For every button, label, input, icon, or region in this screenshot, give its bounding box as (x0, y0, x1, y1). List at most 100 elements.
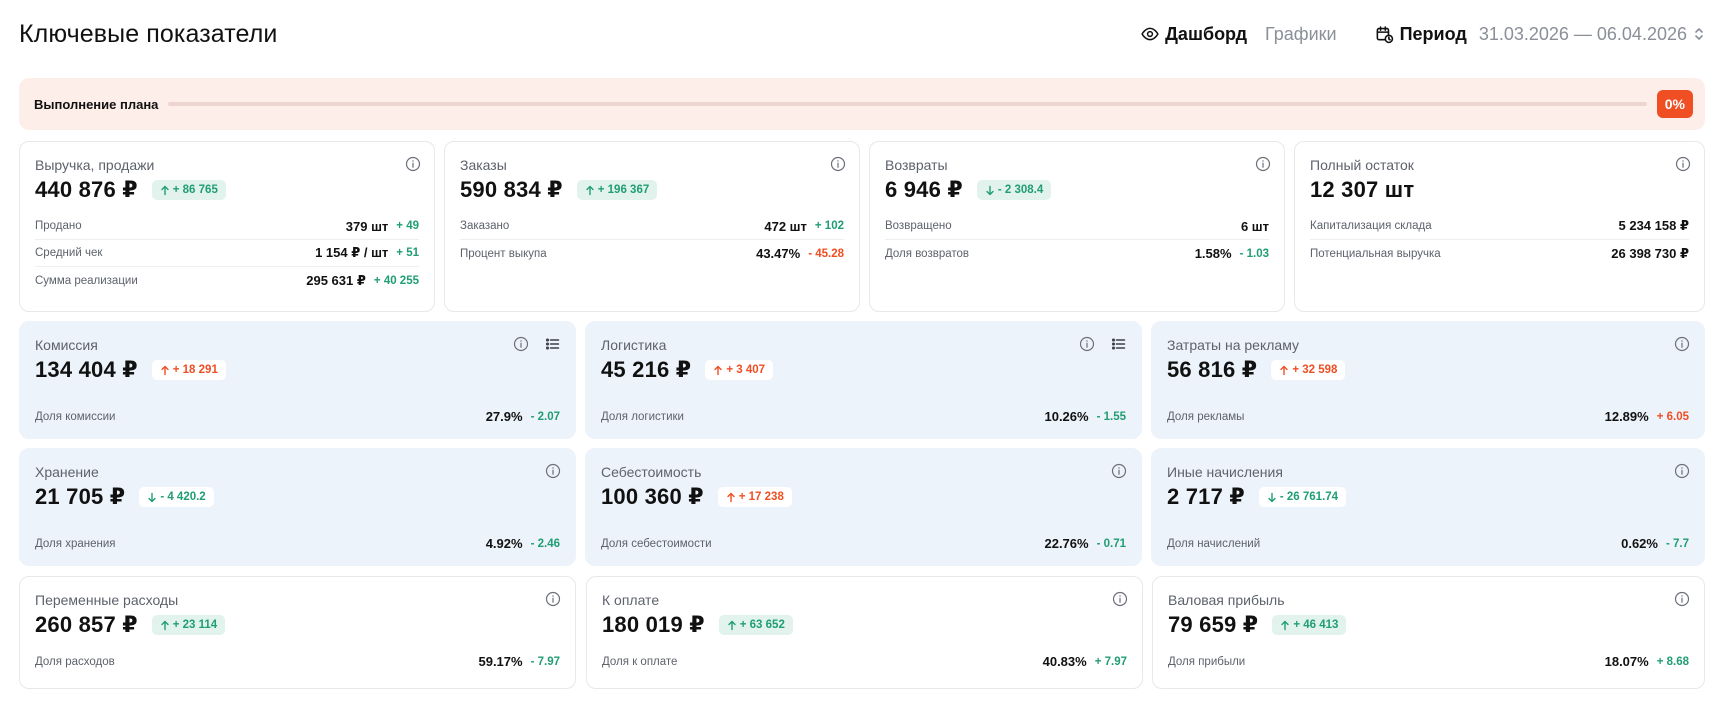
info-icon[interactable] (830, 156, 846, 172)
list-icon[interactable] (1111, 336, 1127, 352)
row-delta: - 45.28 (808, 247, 844, 260)
metric-row: Заказано 472 шт + 102 (460, 213, 844, 240)
info-icon[interactable] (1111, 463, 1127, 479)
card-title: Заказы (460, 157, 507, 173)
card-rows: Доля прибыли 18.07% + 8.68 (1168, 648, 1689, 675)
arrow-up-icon (726, 492, 736, 503)
metric-row: Доля логистики 10.26% - 1.55 (601, 403, 1126, 430)
metric-row: Доля к оплате 40.83% + 7.97 (602, 648, 1127, 675)
row-delta: - 1.55 (1096, 410, 1126, 423)
delta-badge-text: + 196 367 (597, 184, 650, 196)
row-label: Капитализация склада (1310, 220, 1432, 232)
row-label: Доля возвратов (885, 247, 970, 260)
info-icon[interactable] (1112, 591, 1128, 607)
row-value: 4.92% (485, 536, 523, 551)
list-icon[interactable] (545, 336, 561, 352)
card-value: 45 216 ₽ (601, 357, 692, 382)
card-title: Логистика (601, 337, 667, 353)
metric-row: Доля хранения 4.92% - 2.46 (35, 530, 560, 557)
card-value: 12 307 шт (1310, 177, 1415, 202)
row-delta: + 102 (814, 220, 844, 232)
delta-badge: - 2 308.4 (976, 180, 1052, 200)
metric-row: Доля прибыли 18.07% + 8.68 (1168, 648, 1689, 675)
row-delta: + 40 255 (373, 274, 419, 287)
info-icon[interactable] (1674, 463, 1690, 479)
card-cost: Себестоимость 100 360 ₽ + 17 238 Доля се… (585, 448, 1142, 566)
delta-badge: + 3 407 (705, 360, 774, 380)
card-orders: Заказы 590 834 ₽ + 196 367 Заказано 472 … (444, 141, 860, 312)
card-rows: Заказано 472 шт + 102 Процент выкупа 43.4… (460, 213, 844, 267)
row-delta: + 8.68 (1656, 655, 1689, 668)
info-icon[interactable] (513, 336, 529, 352)
metric-row: Потенциальная выручка 26 398 730 ₽ (1310, 240, 1689, 267)
info-icon[interactable] (1674, 336, 1690, 352)
row-label: Доля комиссии (35, 410, 116, 423)
card-value: 180 019 ₽ (602, 612, 705, 637)
plan-percent-badge: 0% (1656, 90, 1693, 118)
info-icon[interactable] (1079, 336, 1095, 352)
arrow-up-icon (585, 185, 595, 196)
arrow-up-icon (1280, 620, 1290, 631)
info-icon[interactable] (1675, 156, 1691, 172)
row-value: 22.76% (1044, 536, 1089, 551)
card-title: Выручка, продажи (35, 157, 155, 173)
card-title: Переменные расходы (35, 592, 179, 608)
metric-row: Доля возвратов 1.58% - 1.03 (885, 240, 1269, 267)
info-icon[interactable] (1674, 591, 1690, 607)
card-returns: Возвраты 6 946 ₽ - 2 308.4 Возвращено 6 … (869, 141, 1285, 312)
arrow-down-icon (1267, 492, 1277, 503)
metric-row: Доля рекламы 12.89% + 6.05 (1167, 403, 1689, 430)
metric-row: Средний чек 1 154 ₽ / шт + 51 (35, 240, 419, 267)
arrow-up-icon (713, 365, 723, 376)
card-rows: Возвращено 6 шт Доля возвратов 1.58% - 1.… (885, 213, 1269, 267)
delta-badge-text: + 3 407 (726, 364, 766, 376)
arrow-up-icon (1279, 365, 1289, 376)
card-other-charges: Иные начисления 2 717 ₽ - 26 761.74 Доля… (1151, 448, 1705, 566)
delta-badge: + 32 598 (1271, 360, 1346, 380)
card-rows: Доля себестоимости 22.76% - 0.71 (601, 530, 1126, 557)
arrow-up-icon (160, 185, 170, 196)
row-label: Продано (35, 220, 82, 232)
info-icon[interactable] (545, 463, 561, 479)
row-delta: - 0.71 (1096, 537, 1126, 550)
metric-row: Продано 379 шт + 49 (35, 213, 419, 240)
info-icon[interactable] (545, 591, 561, 607)
card-rows: Доля к оплате 40.83% + 7.97 (602, 648, 1127, 675)
tab-charts[interactable]: Графики (1265, 23, 1337, 44)
card-revenue: Выручка, продажи 440 876 ₽ + 86 765 Прод… (19, 141, 435, 312)
tab-dashboard[interactable]: Дашборд (1141, 24, 1247, 45)
info-icon[interactable] (405, 156, 421, 172)
delta-badge-text: + 46 413 (1293, 619, 1339, 631)
card-value: 79 659 ₽ (1168, 612, 1259, 637)
delta-badge: - 26 761.74 (1258, 487, 1347, 507)
card-value: 100 360 ₽ (601, 484, 704, 509)
row-value: 12.89% (1604, 409, 1649, 424)
row-label: Доля логистики (601, 410, 684, 423)
card-title: Возвраты (885, 157, 948, 173)
delta-badge: + 86 765 (151, 180, 226, 200)
page-title: Ключевые показатели (19, 19, 278, 48)
card-rows: Доля хранения 4.92% - 2.46 (35, 530, 560, 557)
delta-badge-text: + 86 765 (172, 184, 218, 196)
row-value: 5 234 158 ₽ (1618, 218, 1690, 233)
row-delta: - 1.03 (1239, 247, 1269, 260)
row-delta: + 7.97 (1094, 655, 1127, 668)
period-label: Период (1399, 23, 1467, 44)
card-value: 6 946 ₽ (885, 177, 963, 202)
card-rows: Продано 379 шт + 49 Средний чек 1 154 ₽ /… (35, 213, 419, 294)
delta-badge-text: + 32 598 (1292, 364, 1338, 376)
metric-row: Процент выкупа 43.47% - 45.28 (460, 240, 844, 267)
period-selector[interactable]: Период 31.03.2026 — 06.04.2026 (1375, 24, 1705, 45)
row-value: 10.26% (1044, 409, 1089, 424)
row-delta: + 49 (396, 220, 419, 232)
row-label: Потенциальная выручка (1310, 247, 1441, 260)
row-value: 59.17% (478, 654, 523, 669)
card-payout: К оплате 180 019 ₽ + 63 652 Доля к оплат… (586, 576, 1143, 689)
row-value: 379 шт (345, 218, 389, 234)
metric-row: Доля расходов 59.17% - 7.97 (35, 648, 560, 675)
card-title: Хранение (35, 464, 99, 480)
metric-row: Доля себестоимости 22.76% - 0.71 (601, 530, 1126, 557)
info-icon[interactable] (1255, 156, 1271, 172)
card-rows: Доля расходов 59.17% - 7.97 (35, 648, 560, 675)
row-label: Доля хранения (35, 537, 116, 550)
